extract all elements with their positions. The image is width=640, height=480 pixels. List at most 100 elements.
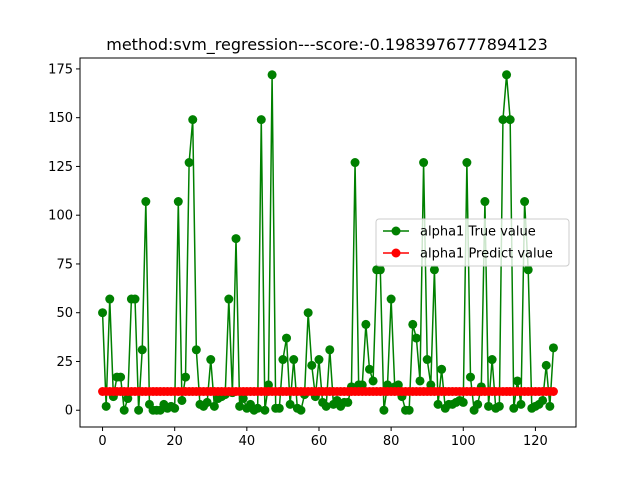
data-point-true [289,355,299,365]
data-point-true [274,403,284,413]
data-point-true [238,394,248,404]
data-point-true [170,403,180,413]
y-axis: 0 25 50 75 100 125 150 175 [48,62,80,419]
data-point-true [123,394,133,404]
data-point-true [116,372,126,382]
x-tick-label: 40 [239,434,256,449]
data-point-true [538,395,548,405]
data-point-true [314,355,324,365]
data-point-true [386,294,396,304]
y-tick-label: 25 [56,355,73,370]
data-point-true [458,397,468,407]
data-point-true [137,345,147,355]
legend-marker-predict [391,248,401,258]
data-point-true [379,405,389,415]
data-point-true [267,70,277,80]
data-point-true [429,265,439,275]
data-point-true [404,405,414,415]
data-point-predict [548,387,558,396]
data-point-true [130,294,140,304]
data-point-true [523,265,533,275]
data-point-true [520,197,530,207]
data-point-true [235,401,245,411]
data-point-true [473,399,483,409]
data-point-true [101,401,111,411]
x-tick-label: 20 [166,434,183,449]
data-point-true [105,294,115,304]
data-point-true [325,345,335,355]
data-point-true [437,364,447,374]
data-point-true [177,395,187,405]
data-point-true [368,376,378,386]
data-point-true [516,399,526,409]
y-tick-label: 100 [48,209,73,224]
data-point-true [278,355,288,365]
data-point-true [173,197,183,207]
data-point-true [487,355,497,365]
data-point-true [494,401,504,411]
x-tick-label: 0 [98,434,106,449]
x-axis: 0 20 40 60 80 100 120 [98,427,548,449]
legend-marker-true [391,226,401,236]
data-point-true [512,376,522,386]
data-point-true [408,319,418,329]
y-tick-label: 50 [56,306,73,321]
data-point-true [307,360,317,370]
legend-label-predict: alpha1 Predict value [420,247,553,262]
y-tick-label: 75 [56,257,73,272]
data-point-true [202,397,212,407]
data-point-true [181,372,191,382]
data-point-true [231,234,241,244]
data-point-true [350,158,360,168]
data-point-true [502,70,512,80]
axes-frame [79,57,577,428]
data-point-true [343,397,353,407]
data-point-true [296,405,306,415]
data-point-true [498,115,508,125]
data-point-true [209,401,219,411]
y-tick-label: 125 [48,160,73,175]
data-point-true [282,333,292,343]
data-point-true [484,401,494,411]
data-point-true [184,158,194,168]
data-point-true [415,376,425,386]
legend-box [375,218,570,267]
data-point-true [364,364,374,374]
x-tick-label: 120 [523,434,548,449]
data-point-true [253,403,263,413]
data-point-true [321,401,331,411]
data-point-true [393,380,403,390]
data-point-true [134,405,144,415]
data-point-true [426,380,436,390]
data-point-true [256,115,266,125]
data-point-true [141,197,151,207]
series-predict [98,387,558,396]
data-point-true [260,405,270,415]
data-point-true [224,294,234,304]
x-tick-label: 100 [451,434,476,449]
data-point-true [465,372,475,382]
data-point-true [545,401,555,411]
data-point-true [191,345,201,355]
plot-area [98,70,558,415]
data-point-true [422,355,432,365]
data-point-true [541,360,551,370]
y-tick-label: 150 [48,111,73,126]
data-point-true [375,265,385,275]
x-tick-label: 60 [311,434,328,449]
data-point-true [480,197,490,207]
chart-title: method:svm_regression---score:-0.1983976… [106,35,548,55]
data-point-true [383,380,393,390]
data-point-true [419,158,429,168]
data-point-true [119,405,129,415]
data-point-true [303,308,313,318]
data-point-true [509,403,519,413]
data-point-true [98,308,108,318]
data-point-true [357,380,367,390]
data-point-true [548,343,558,353]
data-point-true [188,115,198,125]
y-tick-label: 0 [65,404,73,419]
legend: alpha1 True value alpha1 Predict value [375,218,570,267]
